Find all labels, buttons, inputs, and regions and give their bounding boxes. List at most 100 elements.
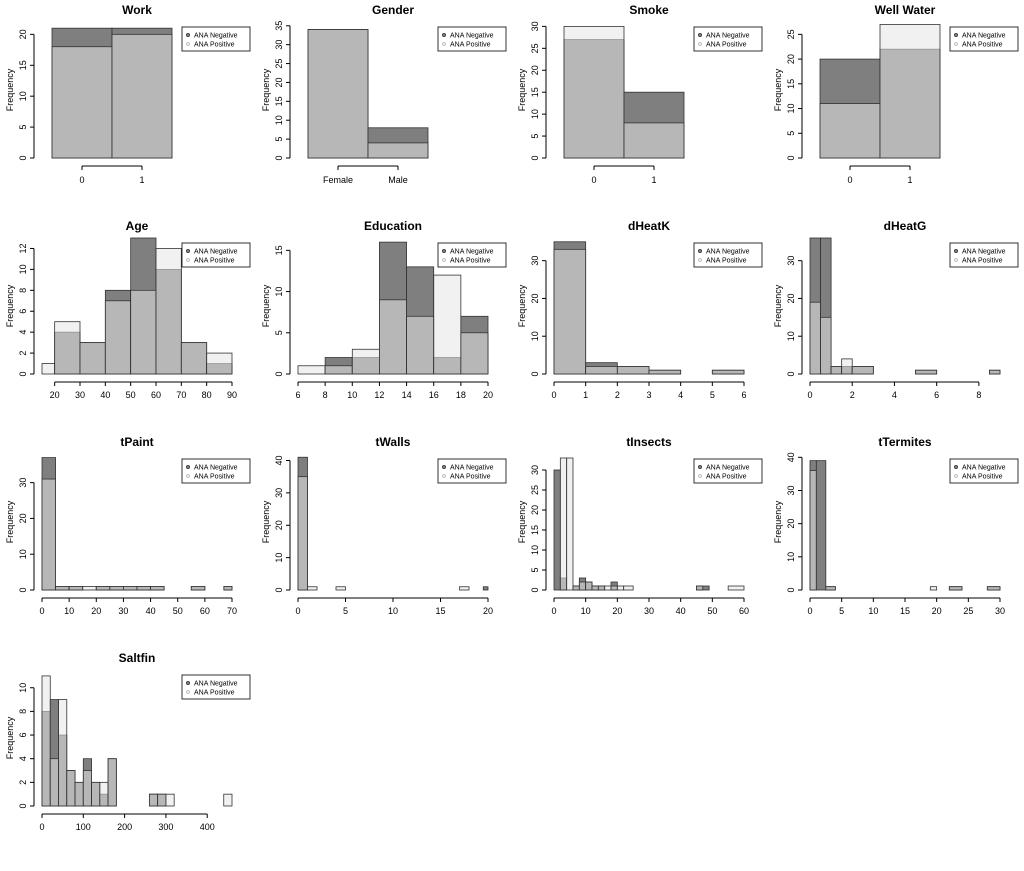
x-tick-label: 12	[374, 390, 384, 400]
bar-ana-positive	[155, 248, 182, 375]
y-axis-label: Frequency	[5, 716, 15, 759]
histogram-panel: Age Frequency 0 2 4 6 8 10 12 20 30 40 50 60 70 80 90 ANA…	[0, 216, 256, 432]
x-tick-label: 4	[678, 390, 683, 400]
bar-ana-positive	[150, 586, 165, 591]
histogram-panel: Smoke Frequency 0 5 10 15 20 25 30 0 1 ANA Negative…	[512, 0, 768, 216]
legend-box	[437, 458, 507, 484]
legend-marker-positive	[441, 41, 447, 47]
y-tick-label: 0	[18, 371, 28, 376]
histogram-svg: Work Frequency 0 5 10 15 20 0 1 ANA Negative ANA P…	[5, 3, 251, 185]
bar-ana-positive	[91, 781, 101, 807]
y-tick-label: 8	[18, 709, 28, 714]
y-axis-label: Frequency	[773, 284, 783, 327]
x-tick-label: 0	[807, 606, 812, 616]
bar-ana-positive	[95, 586, 111, 591]
y-tick-label: 30	[274, 40, 284, 50]
y-tick-label: 0	[18, 803, 28, 808]
y-tick-label: 30	[18, 478, 28, 488]
bar-ana-negative	[553, 469, 561, 591]
bar-ana-positive	[604, 585, 612, 591]
y-tick-label: 10	[274, 287, 284, 297]
legend-label-negative: ANA Negative	[194, 249, 238, 256]
y-tick-label: 20	[274, 77, 284, 87]
x-tick-label: 300	[158, 822, 173, 832]
legend-marker-positive	[441, 257, 447, 263]
legend: ANA Negative ANA Positive	[437, 242, 507, 268]
legend-label-negative: ANA Negative	[706, 33, 750, 40]
x-tick-label: 4	[892, 390, 897, 400]
histogram-svg: Age Frequency 0 2 4 6 8 10 12 20 30 40 50 60 70 80 90 ANA…	[5, 219, 251, 400]
chart-title: Well Water	[875, 3, 936, 17]
y-tick-label: 10	[18, 683, 28, 693]
chart-title: Gender	[372, 3, 414, 17]
legend-box	[949, 242, 1019, 268]
histogram-svg: Education Frequency 0 5 10 15 6 8 10 12 14 16 18 20 AN…	[261, 219, 507, 400]
legend-box	[949, 458, 1019, 484]
x-tick-label: 25	[963, 606, 973, 616]
bar-ana-positive	[986, 586, 1001, 591]
legend-marker-positive	[953, 257, 959, 263]
bar-ana-positive	[109, 586, 124, 591]
bar-ana-positive	[51, 46, 113, 159]
histogram-panel: tTermites Frequency 0 10 20 30 40 0 5 10 15 20 25 30 A…	[768, 432, 1024, 648]
y-tick-label: 5	[18, 125, 28, 130]
bar-ana-positive	[49, 758, 59, 807]
bar-ana-positive	[572, 585, 580, 591]
bar-ana-positive	[104, 300, 132, 375]
bar-ana-positive	[616, 585, 625, 591]
legend-box	[181, 26, 251, 52]
bar-ana-positive	[559, 457, 568, 591]
y-tick-label: 5	[274, 137, 284, 142]
legend: ANA Negative ANA Positive	[693, 242, 763, 268]
x-tick-label: 50	[126, 390, 136, 400]
histogram-svg: tPaint Frequency 0 10 20 30 0 10 20 30 40 50 60 70 ANA…	[5, 435, 251, 616]
bar-ana-positive	[809, 301, 821, 375]
legend-label-positive: ANA Positive	[706, 42, 747, 49]
bar-ana-positive	[136, 586, 151, 591]
legend-marker-positive	[185, 257, 191, 263]
legend-label-positive: ANA Positive	[962, 258, 1003, 265]
legend-box	[693, 242, 763, 268]
legend-marker-positive	[185, 473, 191, 479]
x-tick-label: 2	[850, 390, 855, 400]
legend: ANA Negative ANA Positive	[181, 674, 251, 700]
x-tick-label: 1	[139, 175, 144, 185]
y-tick-label: 30	[274, 488, 284, 498]
y-tick-label: 20	[530, 505, 540, 515]
bar-ana-positive	[711, 369, 745, 375]
bar-ana-positive	[563, 25, 625, 159]
y-tick-label: 0	[274, 155, 284, 160]
bar-ana-positive	[79, 342, 106, 375]
legend-box	[693, 458, 763, 484]
legend-label-positive: ANA Positive	[194, 690, 235, 697]
y-tick-label: 15	[274, 245, 284, 255]
y-axis-label: Frequency	[261, 500, 271, 543]
histogram-panel: tWalls Frequency 0 10 20 30 40 0 5 10 15 20 ANA Nega…	[256, 432, 512, 648]
legend-label-negative: ANA Negative	[194, 681, 238, 688]
chart-title: Education	[364, 219, 422, 233]
x-tick-label: 10	[64, 606, 74, 616]
chart-title: tInsects	[626, 435, 672, 449]
chart-title: Smoke	[629, 3, 669, 17]
histogram-svg: dHeatK Frequency 0 10 20 30 0 1 2 3 4 5 6 ANA Negativ…	[517, 219, 763, 400]
bar-ana-positive	[148, 793, 159, 807]
bar-ana-positive	[54, 321, 81, 375]
y-tick-label: 2	[18, 351, 28, 356]
x-tick-label: 0	[39, 822, 44, 832]
y-tick-label: 20	[18, 513, 28, 523]
y-tick-label: 35	[274, 21, 284, 31]
x-tick-label: 3	[646, 390, 651, 400]
y-tick-label: 20	[786, 519, 796, 529]
chart-title: Saltfin	[119, 651, 156, 665]
histogram-svg: Gender Frequency 0 5 10 15 20 25 30 35 Female Male A…	[261, 3, 507, 185]
bar-ana-positive	[41, 675, 51, 807]
histogram-panel: tPaint Frequency 0 10 20 30 0 10 20 30 40 50 60 70 ANA…	[0, 432, 256, 648]
x-tick-label: 0	[591, 175, 596, 185]
legend: ANA Negative ANA Positive	[949, 242, 1019, 268]
legend-marker-negative	[697, 464, 703, 470]
y-tick-label: 40	[786, 452, 796, 462]
x-tick-label: 10	[868, 606, 878, 616]
y-tick-label: 10	[18, 91, 28, 101]
y-tick-label: 0	[530, 371, 540, 376]
bar-ana-positive	[107, 758, 117, 807]
